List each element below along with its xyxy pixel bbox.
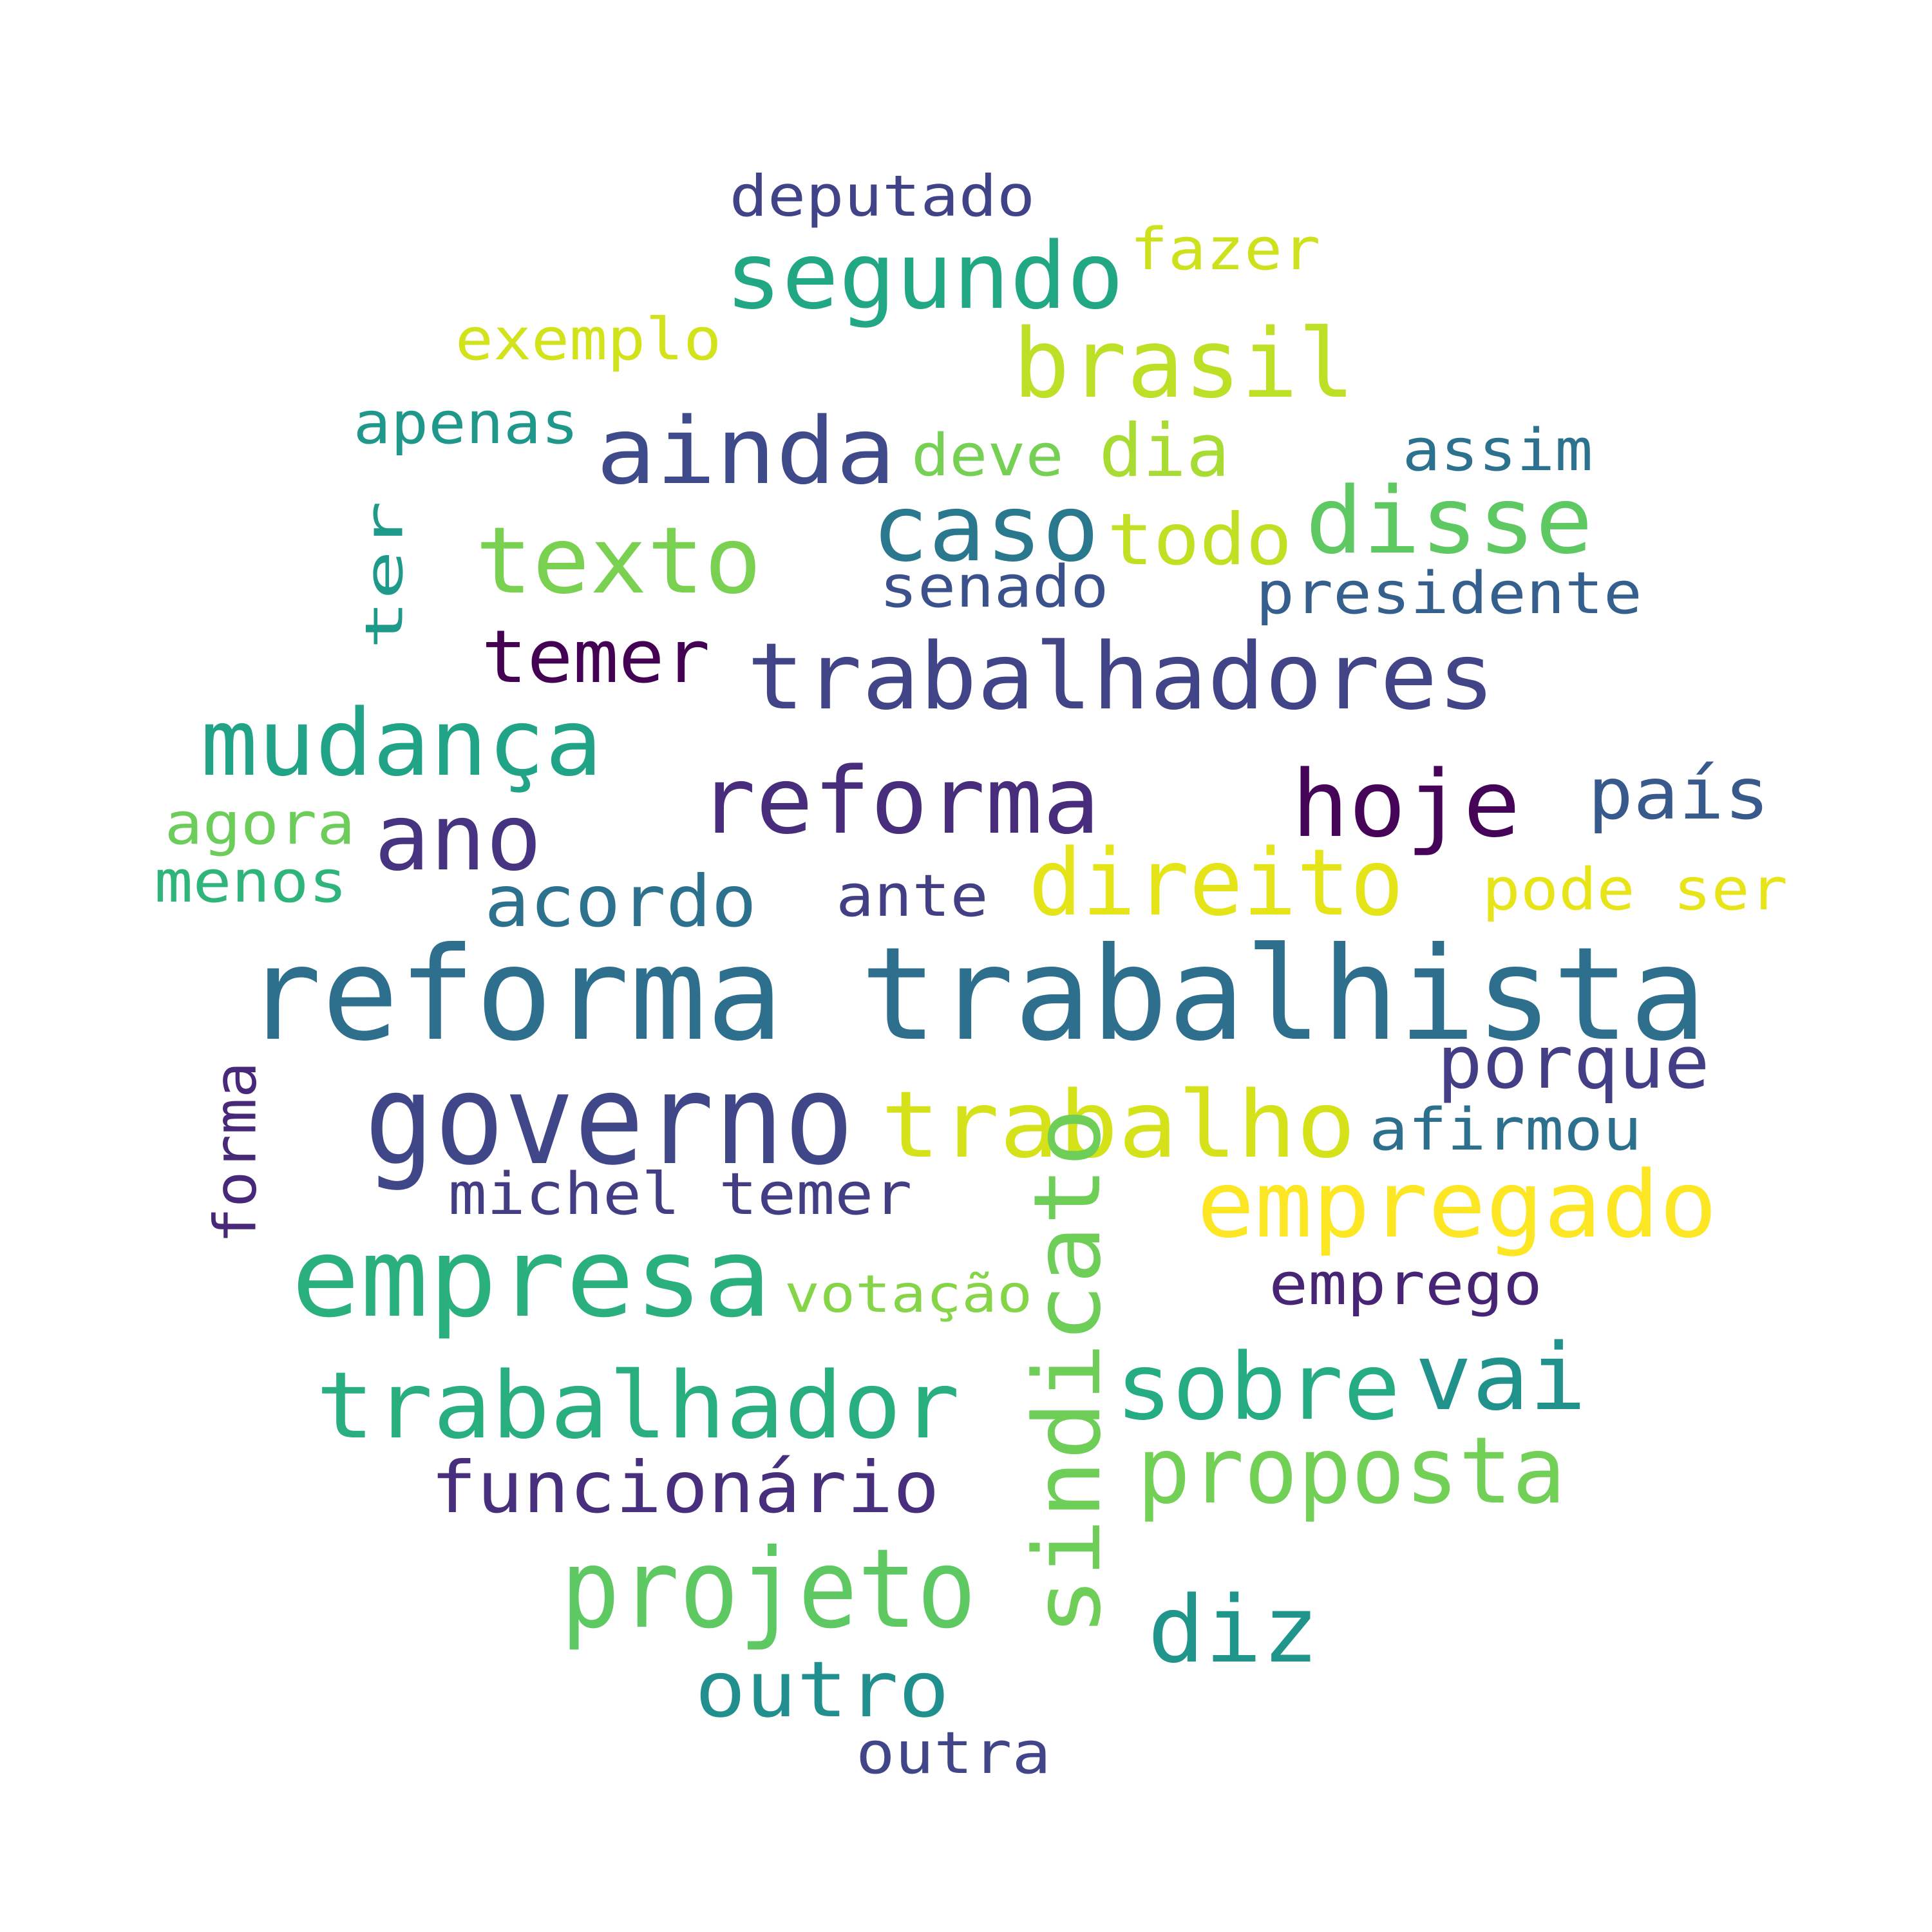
word-hoje: hoje bbox=[1291, 750, 1520, 858]
word-temer: temer bbox=[481, 614, 710, 699]
word-caso: caso bbox=[871, 474, 1099, 582]
word-disse: disse bbox=[1305, 466, 1593, 574]
word-texto: texto bbox=[475, 506, 762, 614]
word-trabalho: trabalho bbox=[880, 1070, 1356, 1179]
word-afirmou: afirmou bbox=[1368, 1096, 1642, 1164]
word-michel-temer: michel temer bbox=[448, 1160, 913, 1228]
word-ter: ter bbox=[354, 500, 414, 650]
word-reforma-trabalhista: reforma trabalhista bbox=[245, 920, 1707, 1070]
word-todo: todo bbox=[1106, 498, 1292, 582]
word-outro: outro bbox=[694, 1645, 949, 1735]
word-pais: país bbox=[1587, 752, 1770, 836]
word-dia: dia bbox=[1099, 408, 1230, 493]
word-votacao: votação bbox=[784, 1264, 1032, 1324]
word-mudanca: mudança bbox=[200, 688, 603, 797]
word-pode-ser: pode ser bbox=[1481, 856, 1788, 923]
word-agora: agora bbox=[164, 790, 355, 858]
word-sobre: sobre bbox=[1115, 1332, 1401, 1441]
word-fazer: fazer bbox=[1130, 216, 1320, 283]
word-segundo: segundo bbox=[724, 222, 1124, 330]
word-brasil: brasil bbox=[1012, 308, 1355, 419]
word-trabalhadores: trabalhadores bbox=[746, 622, 1495, 730]
word-reforma: reforma bbox=[697, 746, 1100, 855]
word-apenas: apenas bbox=[352, 390, 579, 457]
word-deve: deve bbox=[911, 422, 1064, 489]
word-vai: vai bbox=[1414, 1323, 1587, 1431]
word-deputado: deputado bbox=[729, 163, 1036, 229]
word-governo: governo bbox=[364, 1046, 854, 1193]
word-empregado: empregado bbox=[1196, 1150, 1718, 1258]
word-menos: menos bbox=[154, 848, 347, 916]
word-sindicato: sindicato bbox=[1013, 1108, 1121, 1636]
word-outra: outra bbox=[855, 1719, 1051, 1787]
word-trabalhador: trabalhador bbox=[315, 1351, 960, 1459]
word-emprego: emprego bbox=[1268, 1251, 1542, 1318]
word-exemplo: exemplo bbox=[455, 306, 721, 374]
word-direito: direito bbox=[1028, 828, 1404, 936]
word-senado: senado bbox=[879, 553, 1109, 621]
word-diz: diz bbox=[1147, 1575, 1320, 1683]
word-ano: ano bbox=[374, 783, 542, 891]
word-assim: assim bbox=[1402, 417, 1593, 484]
word-ainda: ainda bbox=[596, 397, 896, 505]
word-acordo: acordo bbox=[484, 860, 757, 943]
word-proposta: proposta bbox=[1136, 1416, 1566, 1524]
word-porque: porque bbox=[1437, 1019, 1710, 1105]
word-presidente: presidente bbox=[1256, 560, 1642, 627]
word-projeto: projeto bbox=[560, 1526, 976, 1653]
word-forma: forma bbox=[201, 1061, 269, 1244]
word-empresa: empresa bbox=[291, 1215, 772, 1342]
word-ante: ante bbox=[835, 862, 989, 930]
word-funcionario: funcionário bbox=[430, 1446, 940, 1530]
